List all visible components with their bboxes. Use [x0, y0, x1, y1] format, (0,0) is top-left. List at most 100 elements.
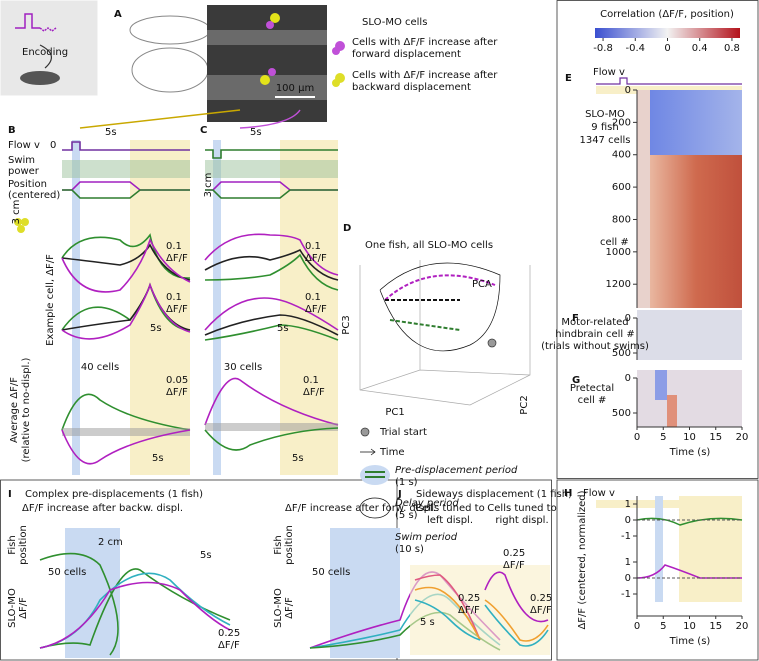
label: hindbrain cell #: [555, 329, 634, 340]
tick-label: 1: [625, 557, 631, 568]
label: Sideways displacement (1 fish): [416, 489, 572, 500]
label: 50 cells: [312, 567, 350, 578]
label: (centered): [8, 190, 60, 201]
label: 0.25: [503, 548, 525, 559]
bottom-traces: [39, 528, 550, 658]
label: right displ.: [495, 515, 548, 526]
label: 5s: [200, 550, 212, 561]
label: 5s: [277, 323, 289, 334]
label: Position: [8, 179, 47, 190]
panel-label: J: [397, 489, 402, 500]
label: cell #: [578, 395, 607, 406]
label: 0.1: [166, 241, 182, 252]
tick-label: 0: [625, 373, 631, 384]
label: 0.25: [218, 628, 240, 639]
tick-label: -0.8: [593, 43, 613, 54]
label: ΔF/F: [166, 253, 188, 264]
label: ΔF/F (centered, normalized): [577, 490, 588, 629]
label: Flow v: [8, 140, 40, 151]
tick-label: 0: [625, 573, 631, 584]
label: backward displacement: [352, 82, 471, 93]
panel-label: B: [8, 125, 16, 136]
label: 5s: [152, 453, 164, 464]
label: Correlation (ΔF/F, position): [600, 9, 734, 20]
tick-label: 0: [625, 313, 631, 324]
tick-label: 800: [612, 214, 631, 225]
tick-label: 1200: [606, 279, 631, 290]
panel-label: F: [572, 313, 579, 324]
label: (trials without swims): [541, 341, 649, 352]
label: Delay period: [395, 498, 459, 509]
label: Cells tuned to: [487, 503, 556, 514]
panel-label: A: [114, 9, 122, 20]
label: PC3: [341, 315, 352, 334]
tick-label: 5: [660, 621, 666, 632]
tick-label: 500: [612, 408, 631, 419]
label: PC1: [385, 407, 404, 418]
tick-label: -1: [621, 589, 631, 600]
tick-label: 10: [683, 432, 696, 443]
tick-label: -1: [621, 531, 631, 542]
label: ΔF/F: [530, 605, 552, 616]
tick-label: 0: [664, 43, 670, 54]
tick-label: 15: [709, 432, 722, 443]
label: ΔF/F: [166, 387, 188, 398]
label: SLO-MO: [7, 588, 18, 628]
label: (1 s): [395, 477, 418, 488]
tick-label: 1000: [606, 247, 631, 258]
panel-label: I: [8, 489, 12, 500]
label: 100 µm: [276, 83, 314, 94]
label: 0.25: [530, 593, 552, 604]
tick-label: 0.8: [724, 43, 740, 54]
label: Cells tuned to: [415, 503, 484, 514]
label: Encoding: [22, 47, 68, 58]
tick-label: 400: [612, 150, 631, 161]
label: 9 fish: [591, 122, 618, 133]
label: Fish: [273, 535, 284, 554]
panel-label: H: [564, 488, 572, 499]
label: SLO-MO cells: [362, 17, 427, 28]
label: 5s: [105, 127, 117, 138]
label: Average ΔF/F: [9, 377, 20, 443]
tick-label: 5: [660, 432, 666, 443]
label: position: [18, 525, 29, 565]
brain-image: [79, 5, 345, 129]
label: position: [284, 525, 295, 565]
label: Time (s): [669, 447, 711, 458]
label: PC2: [519, 395, 530, 414]
trace-panels: [14, 140, 339, 475]
label: 0.1: [305, 292, 321, 303]
label: 5s: [150, 323, 162, 334]
label: ΔF/F: [18, 597, 29, 619]
label: Time (s): [669, 636, 711, 647]
label: 5s: [292, 453, 304, 464]
label: ΔF/F increase after backw. displ.: [22, 503, 183, 514]
label: 2 cm: [98, 537, 123, 548]
tick-label: 500: [612, 348, 631, 359]
label: 0.1: [305, 241, 321, 252]
label: Pre-displacement period: [395, 465, 518, 476]
label: 0: [50, 140, 56, 151]
panel-label: E: [565, 73, 572, 84]
panel-label: C: [200, 125, 207, 136]
label: ΔF/F: [503, 560, 525, 571]
label: Fish: [7, 535, 18, 554]
tick-label: 600: [612, 182, 631, 193]
label: Flow v: [583, 488, 615, 499]
label: Flow v: [593, 67, 625, 78]
label: SLO-MO: [273, 588, 284, 628]
tick-label: 20: [736, 432, 749, 443]
label: cell #: [600, 237, 629, 248]
label: Cells with ΔF/F increase after: [352, 70, 498, 81]
label: 5s: [250, 127, 262, 138]
tick-label: 200: [612, 117, 631, 128]
label: 0.25: [458, 593, 480, 604]
label: Pretectal: [570, 383, 614, 394]
label: ΔF/F: [284, 597, 295, 619]
label: 3 cm: [203, 173, 214, 198]
label: ΔF/F: [305, 304, 327, 315]
label: Trial start: [379, 427, 427, 438]
label: SLO-MO: [585, 109, 625, 120]
label: Swim period: [395, 532, 458, 543]
